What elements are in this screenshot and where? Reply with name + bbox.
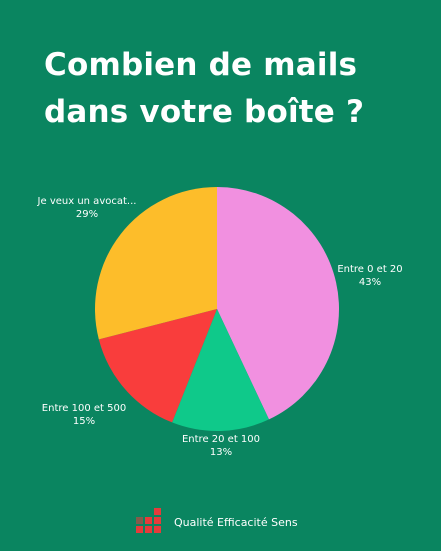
slice-label: Je veux un avocat...	[37, 196, 137, 207]
slice-label: Entre 20 et 100	[182, 434, 260, 445]
slice-percent-label: 13%	[210, 447, 232, 458]
footer: Qualité Efficacité Sens	[136, 508, 298, 536]
pie-chart: Entre 0 et 20 43% Entre 20 et 100 13% Entre …	[37, 187, 403, 458]
title-line-2: dans votre boîte ?	[44, 94, 365, 130]
slice-percent-label: 15%	[73, 416, 95, 427]
title-line-1: Combien de mails	[44, 47, 358, 83]
slice-label: Entre 0 et 20	[337, 264, 402, 275]
footer-brand: Qualité Efficacité Sens	[174, 515, 298, 529]
pie-slice	[217, 187, 340, 420]
slice-label: Entre 100 et 500	[42, 403, 126, 414]
slice-percent-label: 43%	[359, 277, 381, 288]
slice-percent-label: 29%	[76, 209, 98, 220]
pie-slice	[94, 187, 217, 340]
red-squares-logo-icon	[136, 508, 161, 533]
pie-slice	[98, 309, 217, 423]
page-title: Combien de mails dans votre boîte ?	[44, 42, 424, 136]
pie-slice	[172, 309, 269, 431]
